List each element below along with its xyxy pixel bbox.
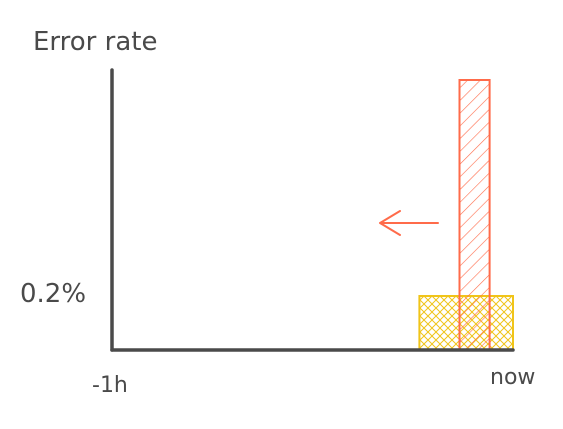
x-tick-label-end: now — [490, 365, 535, 390]
bar-spike-window — [458, 79, 491, 351]
bars-layer — [418, 79, 514, 351]
x-tick-label-start: -1h — [92, 373, 128, 398]
chart-title: Error rate — [33, 27, 157, 57]
y-tick-label: 0.2% — [20, 279, 86, 309]
annotation-layer — [379, 210, 439, 236]
left-arrow-icon — [379, 210, 439, 236]
